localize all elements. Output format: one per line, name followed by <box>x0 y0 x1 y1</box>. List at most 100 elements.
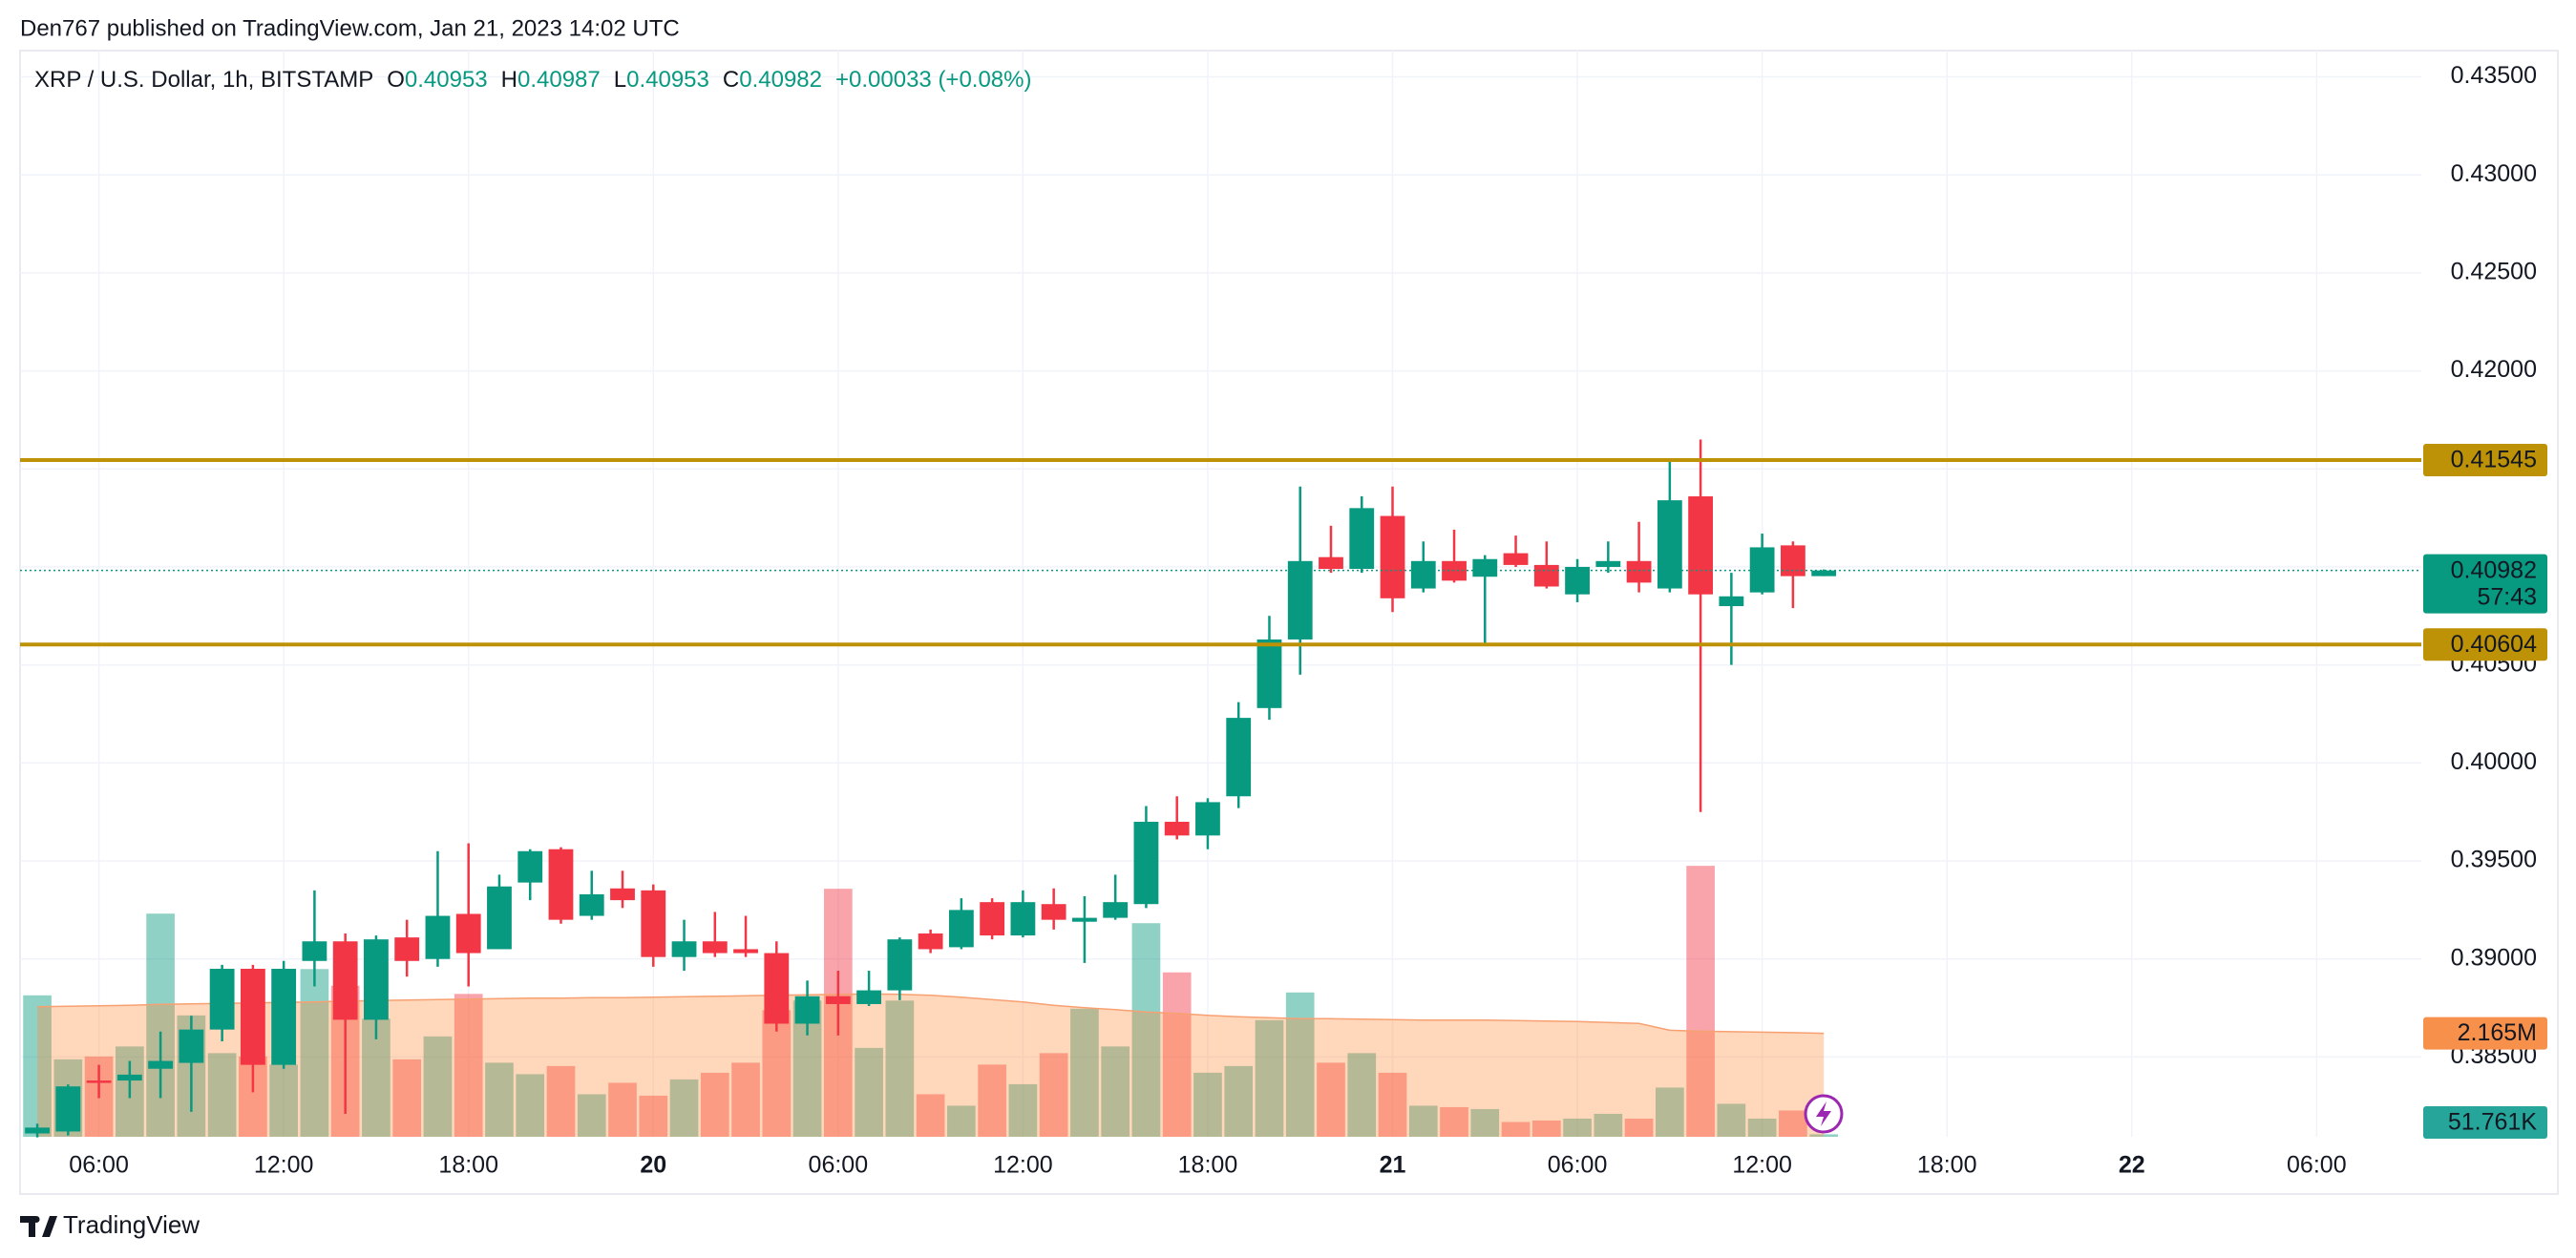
volume-bar <box>1501 1122 1531 1137</box>
volume-bar <box>855 1047 883 1137</box>
x-tick-label: 06:00 <box>1548 1152 1608 1179</box>
candle-body <box>1565 566 1590 595</box>
candle-body <box>116 1074 142 1081</box>
legend-low: 0.40953 <box>626 67 709 93</box>
candle-body <box>1657 500 1682 589</box>
candle-body <box>980 902 1005 936</box>
volume-bar <box>1070 1008 1099 1137</box>
x-tick-label: 12:00 <box>1732 1152 1792 1179</box>
candle-body <box>25 1127 50 1134</box>
candle-body <box>364 939 389 1020</box>
volume-bar <box>885 1000 915 1137</box>
candle-body <box>425 915 451 959</box>
volume-bar <box>1255 1019 1284 1137</box>
candle-body <box>610 888 635 901</box>
candle-body <box>209 968 235 1030</box>
x-tick-label: 21 <box>1380 1152 1406 1179</box>
candle-body <box>1010 902 1036 936</box>
volume-bar <box>146 913 175 1137</box>
candle-body <box>1811 570 1837 577</box>
volume-bar <box>300 969 329 1137</box>
candle-body <box>548 849 574 920</box>
legend-close: 0.40982 <box>739 67 822 93</box>
volume-bar <box>731 1062 760 1137</box>
y-tick-label: 0.39000 <box>2451 944 2537 971</box>
volume-bar <box>1224 1065 1254 1137</box>
volume-bar <box>485 1062 514 1137</box>
candle-body <box>332 941 358 1020</box>
volume-bar <box>1779 1110 1807 1137</box>
y-tick-label: 0.39500 <box>2451 847 2537 873</box>
candle-body <box>948 910 974 948</box>
volume-bar <box>1624 1118 1654 1137</box>
candle-body <box>1041 904 1066 920</box>
x-tick-label: 20 <box>640 1152 666 1179</box>
candle-body <box>671 941 697 957</box>
level-label-box <box>2423 444 2547 477</box>
volume-bar <box>392 1059 422 1137</box>
candle-body <box>1287 560 1313 639</box>
volume-bar <box>546 1065 576 1137</box>
volume-bar <box>1285 992 1315 1137</box>
candle-body <box>825 996 851 1004</box>
volume-bar <box>1563 1118 1592 1137</box>
candle-body <box>240 968 265 1065</box>
volume-bar <box>423 1036 453 1137</box>
candle-body <box>1442 560 1467 581</box>
legend-title: XRP / U.S. Dollar, 1h, BITSTAMP <box>34 67 373 93</box>
candle-body <box>1626 560 1652 583</box>
volume-bar <box>947 1105 976 1137</box>
legend-letter: C <box>723 67 739 93</box>
grid-layer: 0.385000.390000.395000.400000.405000.410… <box>20 51 2537 1179</box>
legend-open: 0.40953 <box>405 67 488 93</box>
icon-bolt <box>1816 1101 1831 1126</box>
candle-body <box>86 1080 112 1083</box>
candle-layer <box>25 439 1837 1138</box>
volume-layer <box>23 866 1838 1137</box>
legend-high: 0.40987 <box>517 67 601 93</box>
legend: XRP / U.S. Dollar, 1h, BITSTAMP O0.40953 H… <box>34 67 1032 93</box>
candle-body <box>579 893 604 916</box>
logo-mark <box>20 1216 57 1237</box>
x-tick-label: 18:00 <box>1178 1152 1238 1179</box>
candle-body <box>1688 496 1714 595</box>
candle-body <box>764 953 790 1024</box>
candle-body <box>1164 821 1190 836</box>
candle-body <box>641 890 666 957</box>
volume-bar <box>269 1064 298 1137</box>
candle-body <box>1472 558 1498 577</box>
legend-letter: O <box>387 67 405 93</box>
volume-label-box <box>2423 1106 2547 1139</box>
volume-bar <box>454 994 483 1137</box>
volume-bar <box>1101 1046 1130 1137</box>
candle-body <box>1195 802 1220 836</box>
x-tick-label: 06:00 <box>809 1152 869 1179</box>
volume-bar <box>23 995 52 1137</box>
volume-bar <box>516 1074 545 1137</box>
candle-body <box>733 949 758 954</box>
y-tick-label: 0.40000 <box>2451 748 2537 775</box>
volume-bar <box>1656 1087 1684 1137</box>
candle-body <box>148 1060 174 1069</box>
chart-frame <box>19 50 2559 1195</box>
volume-bar <box>916 1094 945 1137</box>
x-tick-label: 18:00 <box>438 1152 498 1179</box>
x-tick-label: 12:00 <box>993 1152 1053 1179</box>
volume-ma-label-box <box>2423 1017 2547 1050</box>
volume-bar <box>1317 1062 1345 1137</box>
publish-header: Den767 published on TradingView.com, Jan… <box>20 15 680 41</box>
x-tick-label: 18:00 <box>1917 1152 1977 1179</box>
volume-bar <box>608 1082 637 1137</box>
candle-body <box>1410 560 1436 589</box>
candle-body <box>856 990 881 1004</box>
volume-bar <box>978 1064 1006 1137</box>
candle-body <box>394 937 420 961</box>
level-label: 0.40604 <box>2451 631 2537 658</box>
candle-body <box>1103 902 1129 918</box>
candle-body <box>1133 821 1159 905</box>
volume-bar <box>1347 1053 1377 1137</box>
legend-letter: H <box>501 67 517 93</box>
candle-body <box>179 1029 204 1063</box>
